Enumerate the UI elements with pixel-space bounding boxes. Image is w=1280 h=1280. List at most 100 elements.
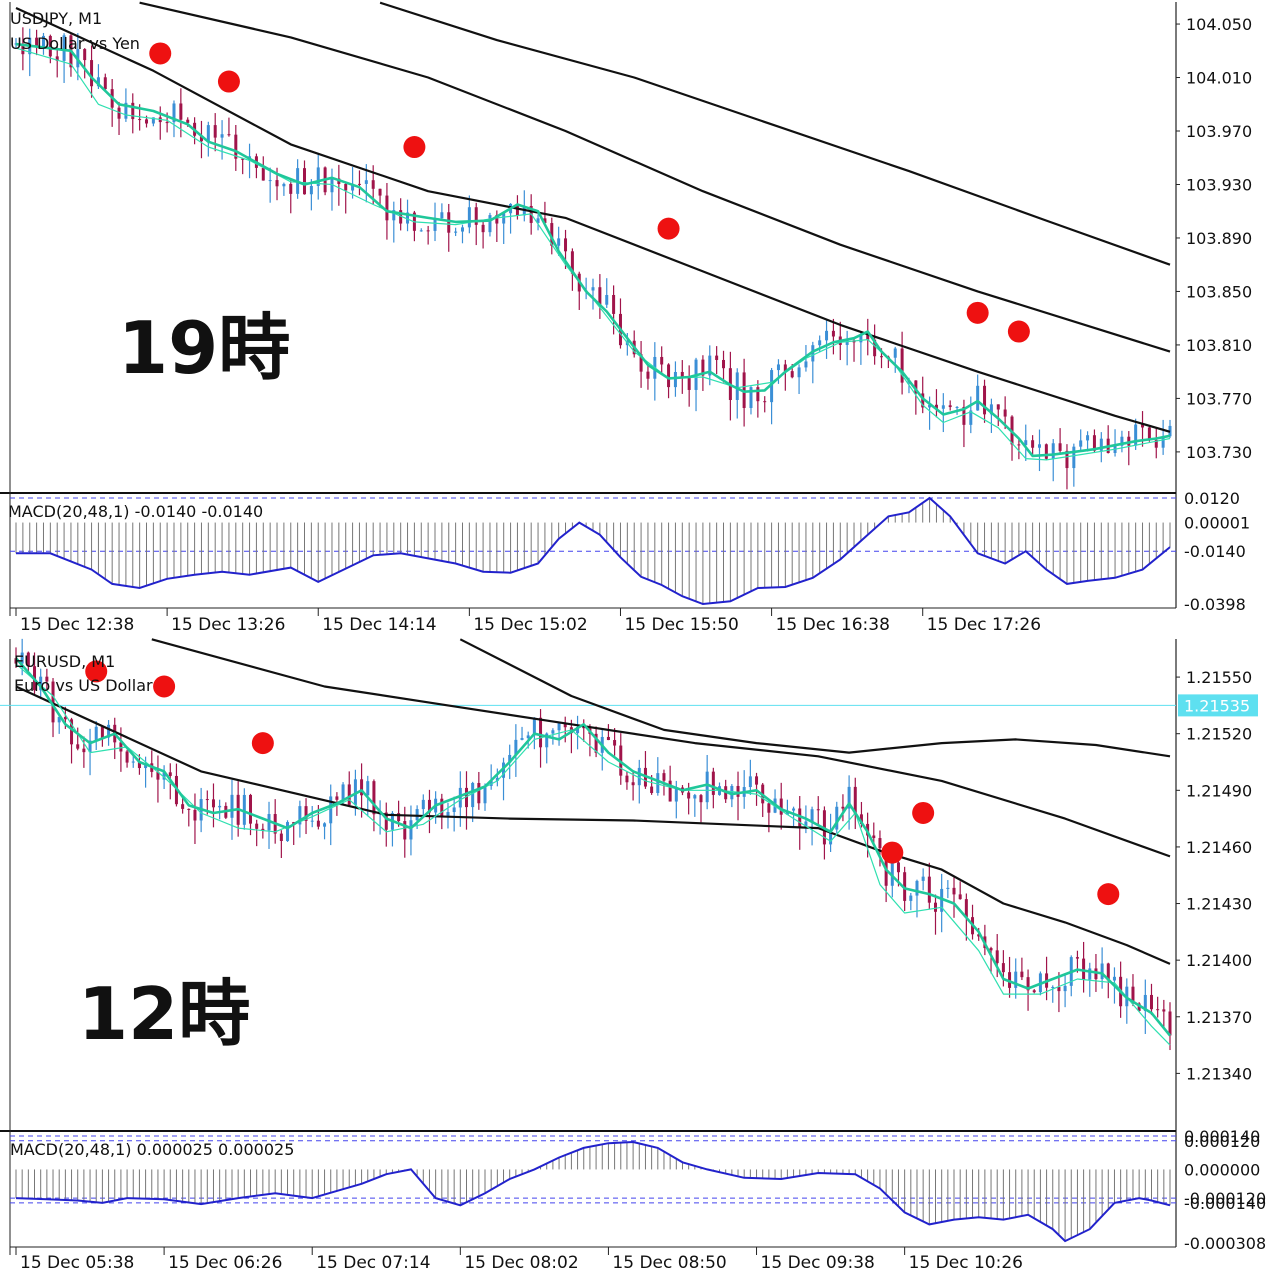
candle-body: [962, 406, 966, 425]
eurusd-x-tick-label: 15 Dec 05:38: [20, 1253, 134, 1273]
candle-body: [117, 107, 121, 119]
usdjpy-ma-slow-line: [379, 1, 1171, 266]
candle-body: [392, 210, 396, 221]
candle-body: [483, 785, 487, 804]
candle-body: [1086, 435, 1090, 441]
usdjpy-time-axis: 15 Dec 12:38 15 Dec 13:26 15 Dec 14:14 15 D…: [15, 608, 1041, 635]
usdjpy-chart: 104.050 104.010 103.970 103.930 103.890 103.8…: [0, 1, 1252, 635]
candle-body: [1154, 439, 1158, 448]
candle-body: [454, 231, 458, 233]
candle-body: [829, 829, 833, 845]
candle-body: [406, 212, 410, 224]
candle-body: [909, 895, 913, 901]
candle-body: [1100, 963, 1104, 980]
candle-body: [705, 771, 709, 803]
candle-body: [872, 835, 876, 839]
candle-body: [446, 812, 450, 816]
eurusd-chart: 1.21550 1.21520 1.21490 1.21460 1.21430 1.214…: [0, 638, 1266, 1273]
eurusd-signal-markers: [85, 660, 1120, 906]
candle-body: [964, 899, 968, 918]
candle-body: [551, 730, 555, 734]
candle-body: [88, 740, 92, 753]
candle-body: [48, 35, 52, 57]
candle-body: [70, 719, 74, 745]
candle-body: [543, 218, 547, 224]
signal-marker: [1097, 883, 1120, 906]
usdjpy-macd-tick-label: -0.0140: [1184, 542, 1246, 561]
candle-body: [735, 372, 739, 400]
candle-body: [1044, 444, 1048, 459]
candle-body: [921, 393, 925, 408]
candle-body: [14, 658, 18, 664]
eurusd-ma-mid-line: [15, 685, 1171, 965]
candle-body: [680, 371, 684, 378]
candle-body: [816, 809, 820, 811]
usdjpy-y-tick-label: 103.930: [1186, 175, 1252, 194]
eurusd-x-tick-label: 15 Dec 08:50: [612, 1253, 726, 1273]
candle-body: [564, 238, 568, 252]
candle-body: [958, 894, 962, 900]
candle-body: [1032, 990, 1036, 993]
candle-body: [282, 183, 286, 187]
candle-body: [433, 218, 437, 231]
eurusd-macd-line: [15, 1140, 1171, 1243]
candle-body: [878, 838, 882, 849]
candle-body: [708, 355, 712, 376]
candle-body: [995, 950, 999, 964]
candle-body: [1141, 424, 1145, 428]
candle-body: [776, 364, 780, 371]
candle-body: [701, 359, 705, 376]
usdjpy-macd-tick-label: 0.00001: [1184, 514, 1250, 533]
candle-body: [1020, 971, 1024, 978]
candle-body: [1092, 435, 1096, 451]
candle-body: [310, 820, 314, 822]
candle-body: [275, 180, 279, 187]
candle-body: [241, 158, 245, 160]
candle-body: [810, 809, 814, 822]
candle-body: [514, 739, 518, 755]
candle-body: [206, 125, 210, 142]
candle-body: [955, 406, 959, 408]
candle-body: [606, 736, 610, 741]
candle-body: [831, 330, 835, 337]
candle-body: [591, 287, 595, 291]
candle-body: [914, 380, 918, 394]
signal-marker: [403, 136, 426, 159]
candle-body: [452, 807, 456, 813]
candle-body: [693, 795, 697, 799]
usdjpy-x-tick-label: 15 Dec 15:02: [473, 615, 587, 635]
candle-body: [384, 812, 388, 830]
eurusd-x-tick-label: 15 Dec 06:26: [168, 1253, 282, 1273]
candle-body: [835, 806, 839, 830]
eurusd-x-tick-label: 15 Dec 08:02: [464, 1253, 578, 1273]
candle-body: [82, 748, 86, 753]
candle-body: [646, 371, 650, 379]
usdjpy-y-tick-label: 104.050: [1186, 15, 1252, 34]
candle-body: [145, 119, 149, 124]
candle-body: [255, 823, 259, 829]
usdjpy-x-tick-label: 15 Dec 12:38: [20, 615, 134, 635]
candle-body: [162, 772, 166, 780]
candle-body: [927, 876, 931, 903]
candle-body: [76, 744, 80, 749]
usdjpy-y-tick-label: 103.890: [1186, 229, 1252, 248]
candle-body: [798, 808, 802, 829]
candle-body: [550, 223, 554, 246]
signal-marker: [966, 301, 989, 324]
candle-body: [495, 215, 499, 224]
candle-body: [853, 786, 857, 815]
usdjpy-x-tick-label: 15 Dec 15:50: [624, 615, 738, 635]
usdjpy-x-tick-label: 15 Dec 17:26: [927, 615, 1041, 635]
candle-body: [344, 184, 348, 191]
usdjpy-hour-label: 19時: [118, 306, 291, 390]
candle-body: [181, 804, 185, 809]
candle-body: [1106, 963, 1110, 981]
candle-body: [859, 814, 863, 824]
usdjpy-ma-slow2-line: [139, 1, 1171, 353]
candle-body: [165, 122, 169, 124]
candle-body: [1057, 987, 1061, 992]
candle-body: [996, 404, 1000, 410]
eurusd-macd-tick-label: -0.000308: [1184, 1234, 1266, 1253]
